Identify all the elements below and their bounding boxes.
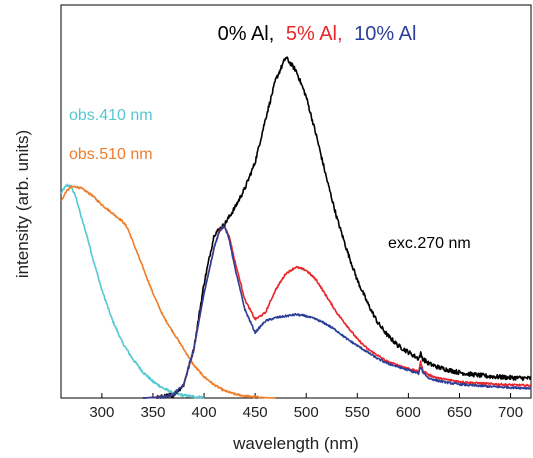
x-tick-label: 500 <box>294 404 319 421</box>
x-tick-label: 450 <box>243 404 268 421</box>
plot-frame <box>60 4 532 399</box>
series-line-0 <box>60 183 205 399</box>
x-ticks: 300 350 400 450 500 550 600 650 700 <box>89 393 523 421</box>
x-axis-label: wavelength (nm) <box>232 434 359 453</box>
title-part-2: 10% Al <box>354 23 416 45</box>
x-tick-label: 300 <box>89 404 114 421</box>
x-tick-label: 600 <box>396 404 421 421</box>
series-layer <box>60 56 532 399</box>
annotation-obs-510: obs.510 nm <box>69 146 153 163</box>
x-tick-label: 550 <box>345 404 370 421</box>
x-tick-label: 700 <box>498 404 523 421</box>
x-tick-label: 350 <box>140 404 165 421</box>
series-line-2 <box>142 56 532 399</box>
title-part-0: 0% Al, <box>218 23 275 45</box>
annotation-exc-270: exc.270 nm <box>388 235 471 252</box>
x-tick-label: 400 <box>192 404 217 421</box>
title-part-1: 5% Al, <box>286 23 343 45</box>
y-axis-label: intensity (arb. units) <box>13 130 32 278</box>
annotation-obs-410: obs.410 nm <box>69 107 153 124</box>
series-line-1 <box>60 185 276 399</box>
series-line-4 <box>142 225 532 399</box>
chart-title: 0% Al, 5% Al, 10% Al <box>218 23 417 45</box>
x-tick-label: 650 <box>447 404 472 421</box>
